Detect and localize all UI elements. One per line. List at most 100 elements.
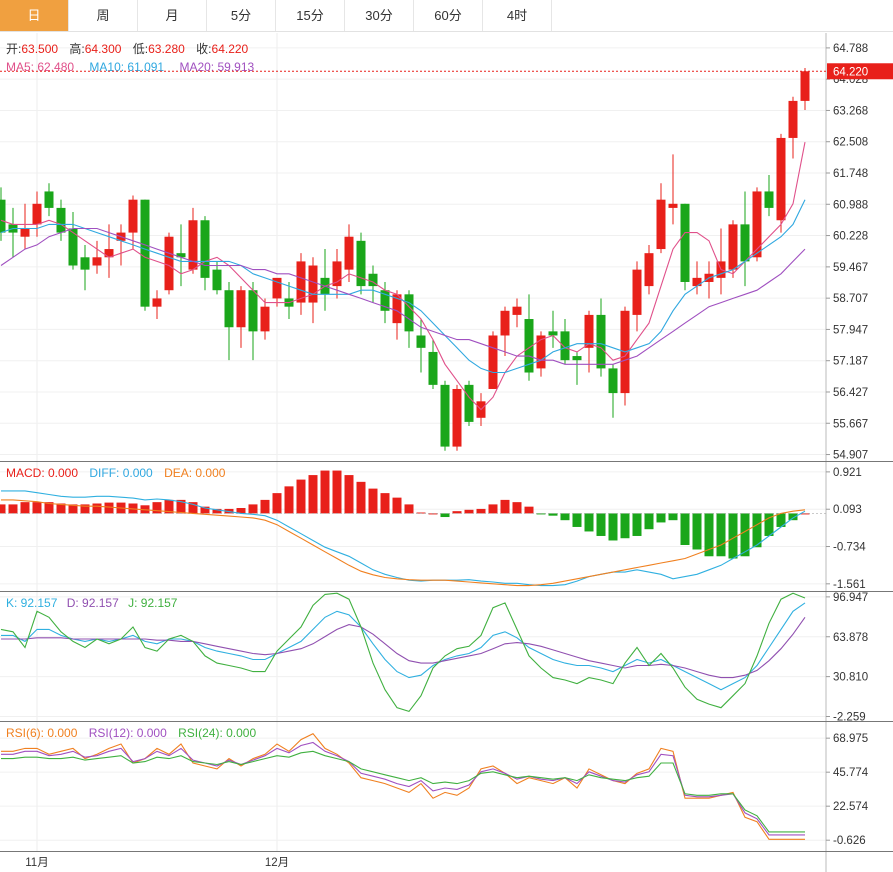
tab-5min[interactable]: 5分 bbox=[207, 0, 276, 31]
low-value: 63.280 bbox=[148, 42, 185, 56]
y-tick-label: 54.907 bbox=[833, 450, 868, 462]
macd-bar bbox=[152, 502, 162, 514]
rsi6-label: RSI(6): 0.000 bbox=[6, 726, 78, 740]
y-tick-label: 56.427 bbox=[833, 387, 868, 399]
candle-down bbox=[440, 384, 450, 447]
y-tick-label: -1.561 bbox=[833, 579, 866, 591]
high-label: 高: bbox=[69, 41, 84, 56]
tab-month[interactable]: 月 bbox=[138, 0, 207, 31]
candle-up bbox=[800, 71, 810, 101]
macd-bar bbox=[8, 504, 18, 514]
macd-bar bbox=[260, 499, 270, 514]
macd-bar bbox=[728, 513, 738, 559]
macd-bar bbox=[680, 513, 690, 545]
rsi12-line bbox=[1, 741, 805, 836]
macd-bar bbox=[524, 506, 534, 514]
candle-up bbox=[188, 220, 198, 270]
candle-down bbox=[380, 290, 390, 311]
candle-up bbox=[260, 306, 270, 332]
high-value: 64.300 bbox=[85, 42, 122, 56]
y-tick-label: 58.707 bbox=[833, 293, 868, 305]
candle-down bbox=[56, 207, 66, 233]
macd-bar bbox=[764, 513, 774, 536]
candle-down bbox=[68, 228, 78, 266]
candle-up bbox=[296, 261, 306, 303]
kline-chart[interactable]: 开:63.500 高:64.300 低:63.280 收:64.220 MA5:… bbox=[0, 33, 893, 872]
rsi24-label: RSI(24): 0.000 bbox=[178, 726, 256, 740]
candle-down bbox=[680, 203, 690, 282]
macd-bar bbox=[692, 513, 702, 550]
candle-down bbox=[764, 191, 774, 208]
candle-up bbox=[104, 249, 114, 258]
macd-bar bbox=[416, 512, 426, 514]
x-tick-label: 12月 bbox=[265, 857, 289, 869]
candle-up bbox=[272, 277, 282, 299]
macd-bar bbox=[476, 508, 486, 514]
candle-down bbox=[524, 319, 534, 373]
candle-down bbox=[428, 351, 438, 385]
candle-down bbox=[404, 294, 414, 332]
tab-day[interactable]: 日 bbox=[0, 0, 69, 31]
macd-bar bbox=[536, 513, 546, 515]
tab-60min[interactable]: 60分 bbox=[414, 0, 483, 31]
d-label: D: 92.157 bbox=[67, 596, 119, 610]
x-tick-label: 11月 bbox=[25, 857, 48, 869]
rsi24-line bbox=[1, 750, 805, 833]
y-tick-label: 68.975 bbox=[833, 733, 868, 745]
macd-bar bbox=[500, 499, 510, 514]
macd-bar bbox=[440, 513, 450, 518]
k-line bbox=[1, 602, 806, 691]
candle-down bbox=[464, 384, 474, 422]
tab-week[interactable]: 周 bbox=[69, 0, 138, 31]
y-tick-label: -0.734 bbox=[833, 542, 866, 554]
macd-bar bbox=[236, 508, 246, 514]
ma10-label: MA10: 61.091 bbox=[89, 60, 164, 74]
macd-bar bbox=[176, 499, 186, 514]
y-tick-label: 45.774 bbox=[833, 767, 869, 779]
y-tick-label: 60.228 bbox=[833, 231, 868, 243]
y-tick-label: 0.093 bbox=[833, 504, 862, 516]
candle-up bbox=[644, 253, 654, 287]
macd-bar bbox=[272, 493, 282, 514]
macd-bar bbox=[68, 504, 78, 514]
macd-bar bbox=[164, 499, 174, 514]
candle-down bbox=[608, 368, 618, 394]
macd-bar bbox=[704, 513, 714, 557]
macd-bar bbox=[464, 509, 474, 514]
tab-4hour[interactable]: 4时 bbox=[483, 0, 552, 31]
macd-bar bbox=[488, 504, 498, 514]
y-axis-labels: 11月 12月64.78864.02863.26862.50861.74860.9… bbox=[25, 43, 893, 869]
macd-bar bbox=[20, 502, 30, 514]
macd-bar bbox=[788, 513, 798, 521]
candle-up bbox=[20, 228, 30, 237]
last-price-box bbox=[827, 63, 893, 80]
macd-bar bbox=[332, 470, 342, 514]
y-tick-label: 62.508 bbox=[833, 137, 868, 149]
candle-down bbox=[248, 290, 258, 332]
candle-up bbox=[584, 314, 594, 348]
candle-down bbox=[368, 273, 378, 287]
macd-bar bbox=[800, 513, 810, 515]
period-tabs: 日 周 月 5分 15分 30分 60分 4时 bbox=[0, 0, 893, 32]
y-tick-label: 57.947 bbox=[833, 324, 868, 336]
macd-bar bbox=[308, 475, 318, 514]
candle-down bbox=[212, 269, 222, 291]
candle-up bbox=[752, 191, 762, 258]
macd-bar bbox=[608, 513, 618, 541]
ohlc-readout: 开:63.500 高:64.300 低:63.280 收:64.220 bbox=[6, 41, 249, 56]
tab-30min[interactable]: 30分 bbox=[345, 0, 414, 31]
tab-15min[interactable]: 15分 bbox=[276, 0, 345, 31]
candle-up bbox=[452, 388, 462, 447]
macd-bar bbox=[776, 513, 786, 527]
candle-up bbox=[728, 224, 738, 270]
y-tick-label: 63.268 bbox=[833, 105, 868, 117]
close-label: 收: bbox=[196, 42, 211, 56]
d-line bbox=[1, 616, 806, 679]
macd-bar bbox=[392, 497, 402, 514]
macd-bar bbox=[752, 513, 762, 548]
macd-bar bbox=[344, 475, 354, 514]
candle-down bbox=[140, 199, 150, 307]
k-label: K: 92.157 bbox=[6, 596, 58, 610]
macd-bar bbox=[296, 479, 306, 514]
candle-down bbox=[80, 257, 90, 270]
